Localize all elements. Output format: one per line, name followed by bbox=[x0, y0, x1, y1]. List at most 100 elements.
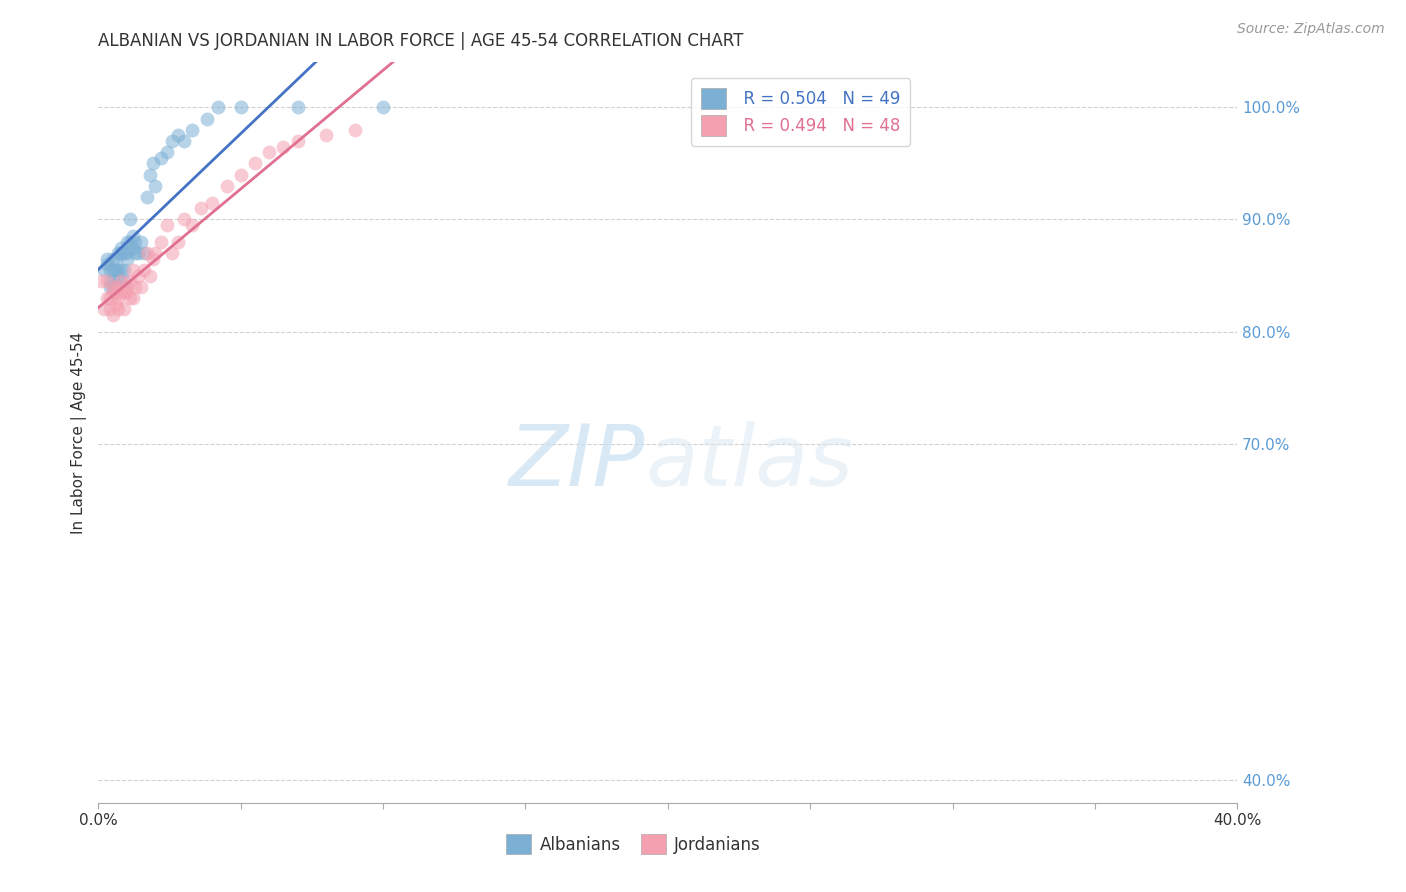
Point bbox=[101, 274, 124, 288]
Point bbox=[101, 263, 124, 277]
Point bbox=[118, 291, 141, 305]
Point bbox=[124, 246, 146, 260]
Point bbox=[104, 296, 127, 310]
Point bbox=[107, 291, 129, 305]
Point bbox=[112, 263, 135, 277]
Text: ALBANIAN VS JORDANIAN IN LABOR FORCE | AGE 45-54 CORRELATION CHART: ALBANIAN VS JORDANIAN IN LABOR FORCE | A… bbox=[98, 32, 744, 50]
Point bbox=[121, 263, 143, 277]
Point bbox=[90, 274, 112, 288]
Point bbox=[104, 252, 127, 266]
Text: Source: ZipAtlas.com: Source: ZipAtlas.com bbox=[1237, 22, 1385, 37]
Point bbox=[104, 285, 127, 300]
Point bbox=[93, 302, 115, 317]
Point bbox=[107, 263, 129, 277]
Point bbox=[124, 235, 146, 249]
Point bbox=[118, 212, 141, 227]
Point bbox=[98, 302, 121, 317]
Point bbox=[96, 291, 118, 305]
Point bbox=[107, 274, 129, 288]
Point bbox=[145, 178, 167, 193]
Point bbox=[115, 246, 138, 260]
Point bbox=[112, 302, 135, 317]
Point bbox=[156, 218, 179, 232]
Point bbox=[162, 246, 184, 260]
Point bbox=[129, 280, 152, 294]
Point bbox=[93, 263, 115, 277]
Point bbox=[98, 291, 121, 305]
Point bbox=[115, 235, 138, 249]
Point bbox=[190, 201, 212, 215]
Point bbox=[101, 280, 124, 294]
Text: atlas: atlas bbox=[645, 421, 853, 504]
Y-axis label: In Labor Force | Age 45-54: In Labor Force | Age 45-54 bbox=[72, 332, 87, 533]
Point bbox=[115, 285, 138, 300]
Point bbox=[129, 235, 152, 249]
Point bbox=[101, 308, 124, 322]
Point bbox=[110, 240, 132, 255]
Point bbox=[181, 218, 204, 232]
Point bbox=[315, 128, 337, 143]
Point bbox=[107, 302, 129, 317]
Point bbox=[138, 168, 160, 182]
Point bbox=[96, 274, 118, 288]
Point bbox=[287, 100, 309, 114]
Point bbox=[259, 145, 281, 160]
Point bbox=[287, 134, 309, 148]
Point bbox=[101, 280, 124, 294]
Point bbox=[173, 212, 195, 227]
Point bbox=[98, 280, 121, 294]
Point bbox=[98, 263, 121, 277]
Point bbox=[112, 246, 135, 260]
Point bbox=[101, 285, 124, 300]
Point bbox=[110, 263, 132, 277]
Point bbox=[273, 139, 295, 153]
Point bbox=[150, 235, 173, 249]
Point bbox=[150, 151, 173, 165]
Point bbox=[132, 246, 155, 260]
Legend: Albanians, Jordanians: Albanians, Jordanians bbox=[499, 828, 768, 861]
Point bbox=[104, 263, 127, 277]
Point bbox=[173, 134, 195, 148]
Point bbox=[162, 134, 184, 148]
Point bbox=[135, 190, 157, 204]
Point bbox=[121, 291, 143, 305]
Point bbox=[115, 280, 138, 294]
Point bbox=[110, 285, 132, 300]
Point bbox=[110, 274, 132, 288]
Point bbox=[215, 178, 238, 193]
Point bbox=[229, 168, 252, 182]
Point bbox=[243, 156, 266, 170]
Point bbox=[112, 285, 135, 300]
Point bbox=[229, 100, 252, 114]
Point bbox=[118, 274, 141, 288]
Point bbox=[98, 274, 121, 288]
Point bbox=[107, 246, 129, 260]
Point bbox=[343, 122, 366, 136]
Point bbox=[167, 128, 190, 143]
Point bbox=[141, 252, 163, 266]
Point bbox=[96, 252, 118, 266]
Point bbox=[195, 112, 218, 126]
Point bbox=[127, 246, 149, 260]
Point bbox=[118, 235, 141, 249]
Point bbox=[167, 235, 190, 249]
Point bbox=[101, 252, 124, 266]
Point bbox=[373, 100, 395, 114]
Point bbox=[138, 268, 160, 283]
Point bbox=[110, 246, 132, 260]
Point bbox=[145, 246, 167, 260]
Point bbox=[121, 240, 143, 255]
Text: ZIP: ZIP bbox=[509, 421, 645, 504]
Point bbox=[107, 280, 129, 294]
Point bbox=[132, 263, 155, 277]
Point bbox=[127, 268, 149, 283]
Point bbox=[112, 274, 135, 288]
Point bbox=[141, 156, 163, 170]
Point bbox=[124, 280, 146, 294]
Point bbox=[181, 122, 204, 136]
Point bbox=[115, 252, 138, 266]
Point bbox=[156, 145, 179, 160]
Point bbox=[207, 100, 229, 114]
Point bbox=[135, 246, 157, 260]
Point bbox=[201, 195, 224, 210]
